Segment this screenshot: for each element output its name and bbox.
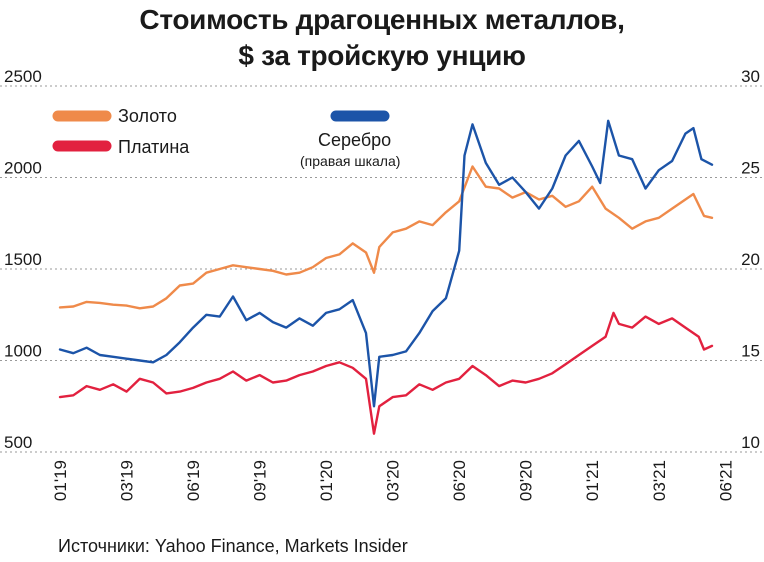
x-axis-tick-label: 03'20 xyxy=(384,460,403,501)
x-axis-tick-label: 09'20 xyxy=(517,460,536,501)
right-axis-ticks: 10 15 20 25 30 xyxy=(741,67,760,452)
x-axis-tick-label: 06'19 xyxy=(184,460,203,501)
x-axis-tick-label: 01'20 xyxy=(317,460,336,501)
right-axis-tick-label: 10 xyxy=(741,433,760,452)
legend-label-0: Золото xyxy=(118,106,177,126)
right-axis-tick-label: 15 xyxy=(741,342,760,361)
chart-title-line-1: Стоимость драгоценных металлов, xyxy=(139,4,625,35)
legend-note: (правая шкала) xyxy=(300,153,400,169)
x-axis-tick-label: 06'21 xyxy=(716,460,735,501)
x-axis-tick-label: 01'19 xyxy=(51,460,70,501)
x-axis-tick-label: 06'20 xyxy=(450,460,469,501)
x-axis-tick-label: 03'21 xyxy=(650,460,669,501)
left-axis-tick-label: 1000 xyxy=(4,342,42,361)
series-line-1 xyxy=(58,311,714,435)
source-note: Источники: Yahoo Finance, Markets Inside… xyxy=(58,536,408,556)
left-axis-tick-label: 2500 xyxy=(4,67,42,86)
left-axis-tick-label: 2000 xyxy=(4,159,42,178)
x-axis-tick-label: 09'19 xyxy=(251,460,270,501)
legend-label-1: Платина xyxy=(118,137,190,157)
left-axis-ticks: 500 1000 1500 2000 2500 xyxy=(4,67,42,452)
legend: Золото Платина Серебро (правая шкала) xyxy=(52,106,400,169)
series-line-2 xyxy=(58,119,714,408)
x-axis-ticks: 01'19 03'19 06'19 09'19 01'20 03'20 06'20 09'20… xyxy=(51,460,735,501)
legend-label-2: Серебро xyxy=(318,130,391,150)
line-chart: 500 1000 1500 2000 2500 10 15 20 25 30 01'19 03'1… xyxy=(0,67,764,501)
left-axis-tick-label: 500 xyxy=(4,433,32,452)
left-axis-tick-label: 1500 xyxy=(4,250,42,269)
x-axis-tick-label: 01'21 xyxy=(583,460,602,501)
series-lines xyxy=(58,119,714,435)
right-axis-tick-label: 30 xyxy=(741,67,760,86)
grid-lines xyxy=(0,85,764,453)
x-axis-tick-label: 03'19 xyxy=(118,460,137,501)
chart-title-line-2: $ за тройскую унцию xyxy=(238,40,526,71)
right-axis-tick-label: 20 xyxy=(741,250,760,269)
series-line-0 xyxy=(58,165,714,310)
right-axis-tick-label: 25 xyxy=(741,159,760,178)
